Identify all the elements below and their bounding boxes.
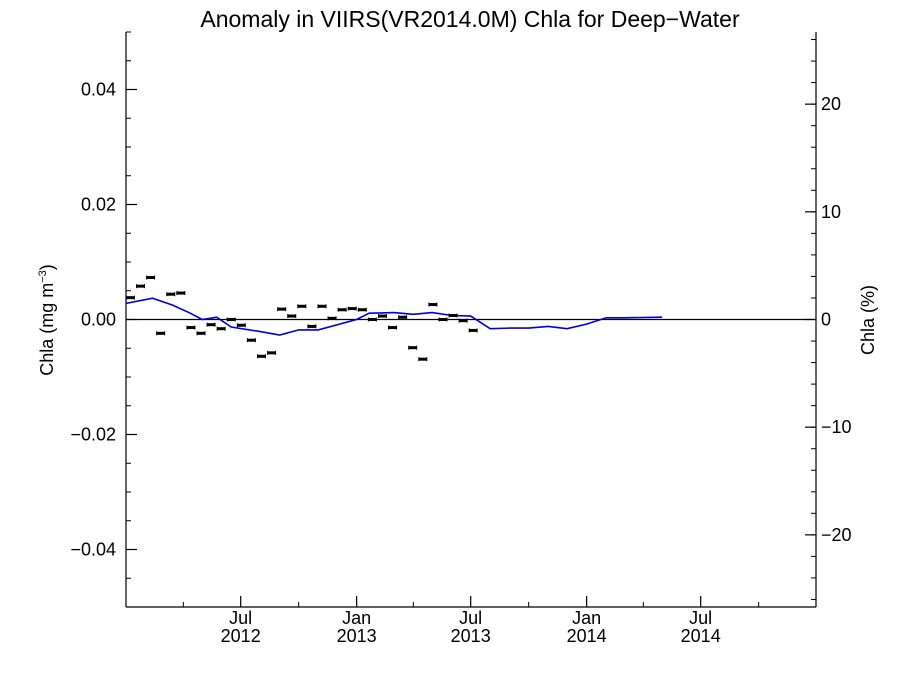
y-axis-left-label: Chla (mg m−3) [37,264,57,376]
data-point [156,331,166,336]
data-point [236,323,246,328]
data-point [347,306,357,311]
data-point [468,328,478,333]
data-point [388,325,398,330]
data-point [327,316,337,321]
y-right-tick-label: 10 [821,202,841,222]
y-axis-left-label-superscript: −3 [37,270,49,283]
x-tick-label-year: 2014 [681,626,721,646]
data-point [267,350,277,355]
left-axis-major-ticks: 0.04 0.02 0.00 −0.02 −0.04 [70,80,137,560]
data-point [458,318,468,323]
y-left-tick-label: −0.02 [70,425,116,445]
x-tick-label-month: Jul [229,608,252,628]
right-axis-major-ticks: 20 10 0 −10 −20 [805,94,852,545]
x-tick-label-month: Jul [689,608,712,628]
x-tick-label-month: Jan [342,608,371,628]
data-point [367,317,377,322]
y-right-tick-label: 20 [821,94,841,114]
y-left-tick-label: 0.04 [81,80,116,100]
data-point [377,314,387,319]
data-point [277,307,287,312]
data-point [206,322,216,327]
data-point [438,317,448,322]
x-tick-label-year: 2014 [567,626,607,646]
data-point [166,292,176,297]
x-tick-label-year: 2013 [451,626,491,646]
data-point [176,291,186,296]
series-line-blue [125,297,663,336]
data-point [125,295,135,300]
x-tick-label-year: 2013 [337,626,377,646]
y-right-tick-label: −10 [821,417,852,437]
data-point [246,338,256,343]
data-point [307,324,317,329]
data-point [398,315,408,320]
y-right-tick-label: 0 [821,310,831,330]
data-point [216,326,226,331]
data-point [287,314,297,319]
data-point [418,357,428,362]
data-point [337,307,347,312]
y-left-tick-label: 0.02 [81,195,116,215]
data-point [428,302,438,307]
data-point [317,304,327,309]
chart-title: Anomaly in VIIRS(VR2014.0M) Chla for Dee… [200,6,740,32]
data-point [226,317,236,322]
data-point [448,313,458,318]
data-point [146,275,156,280]
y-left-tick-label: −0.04 [70,540,116,560]
y-left-tick-label: 0.00 [81,310,116,330]
y-right-tick-label: −20 [821,525,852,545]
data-point [256,354,266,359]
y-axis-right-label: Chla (%) [858,285,878,355]
data-point [357,307,367,312]
x-tick-label-month: Jul [459,608,482,628]
series-points-black [125,275,478,362]
data-point [408,345,418,350]
x-tick-label-month: Jan [572,608,601,628]
data-point [135,284,145,289]
data-point [297,304,307,309]
x-tick-label-year: 2012 [221,626,261,646]
data-point [196,331,206,336]
data-point [186,325,196,330]
